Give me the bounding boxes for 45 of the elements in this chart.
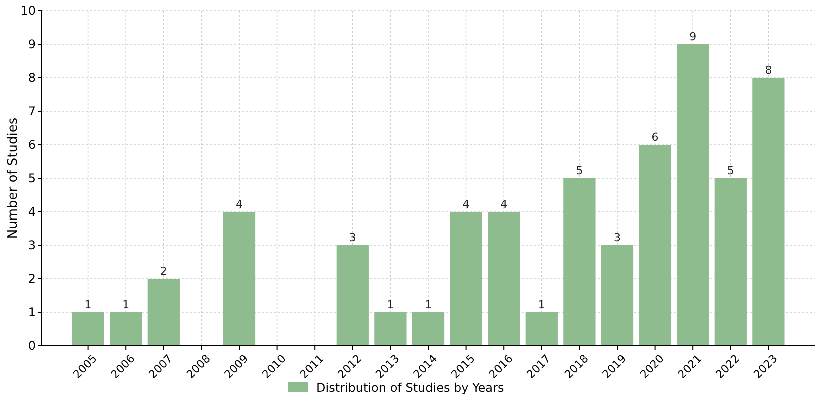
bar [639,145,672,346]
y-tick-label: 9 [28,38,36,52]
legend-label: Distribution of Studies by Years [316,381,504,396]
y-tick-label: 8 [28,71,36,86]
data-label: 5 [727,164,734,178]
y-tick-label: 4 [28,205,36,220]
data-label: 1 [538,298,546,312]
bar [412,312,445,346]
data-label: 4 [500,198,508,211]
bar [714,178,747,346]
bar [374,312,407,346]
data-label: 4 [462,198,470,211]
y-tick-label: 6 [28,138,36,152]
data-label: 2 [160,265,168,278]
y-tick-label: 1 [28,306,36,320]
data-label: 3 [349,232,356,244]
y-tick-label: 7 [28,104,36,119]
bar [601,246,634,346]
data-label: 9 [690,30,697,44]
data-label: 5 [576,164,584,178]
bar [564,178,596,346]
data-label: 1 [84,298,92,312]
bar [148,279,180,346]
data-label: 1 [387,298,394,312]
y-tick-label: 5 [28,172,36,186]
y-tick-label: 10 [20,4,36,18]
y-tick-label: 0 [28,339,36,354]
bar [488,212,520,346]
data-label: 6 [652,131,659,144]
bar [72,312,104,346]
bar [110,312,142,346]
bar [223,212,256,346]
y-tick-label: 3 [28,238,36,253]
bar [752,78,785,346]
y-tick-label: 2 [28,272,36,286]
data-label: 3 [614,232,621,244]
data-label: 4 [236,198,243,211]
data-label: 8 [765,64,772,77]
bar [450,212,482,346]
bar [336,246,369,346]
bar [526,312,558,346]
bar [677,44,710,346]
data-label: 1 [425,298,432,312]
y-axis-title: Number of Studies [6,118,21,240]
data-label: 1 [122,298,130,312]
